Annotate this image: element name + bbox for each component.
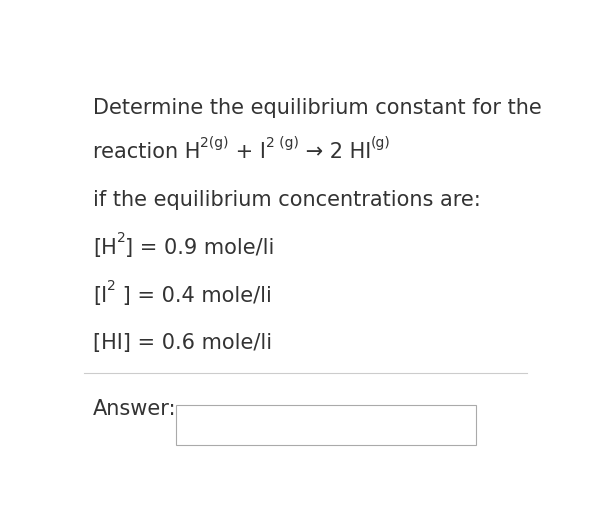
Text: [H: [H [93, 238, 117, 257]
Text: + I: + I [229, 142, 266, 162]
Text: 2: 2 [117, 231, 126, 246]
Text: → 2 HI: → 2 HI [299, 142, 371, 162]
Text: Answer:: Answer: [93, 399, 176, 419]
Text: (g): (g) [371, 136, 390, 150]
Text: 2(g): 2(g) [200, 136, 229, 150]
Text: ] = 0.4 mole/li: ] = 0.4 mole/li [116, 285, 272, 306]
Text: [HI] = 0.6 mole/li: [HI] = 0.6 mole/li [93, 334, 272, 353]
Text: Determine the equilibrium constant for the: Determine the equilibrium constant for t… [93, 98, 542, 118]
Text: 2 (g): 2 (g) [266, 136, 299, 150]
Text: if the equilibrium concentrations are:: if the equilibrium concentrations are: [93, 190, 481, 210]
Text: 2: 2 [107, 279, 116, 293]
Text: reaction H: reaction H [93, 142, 200, 162]
Text: [I: [I [93, 285, 107, 306]
Text: ] = 0.9 mole/li: ] = 0.9 mole/li [126, 238, 275, 257]
FancyBboxPatch shape [176, 405, 476, 445]
